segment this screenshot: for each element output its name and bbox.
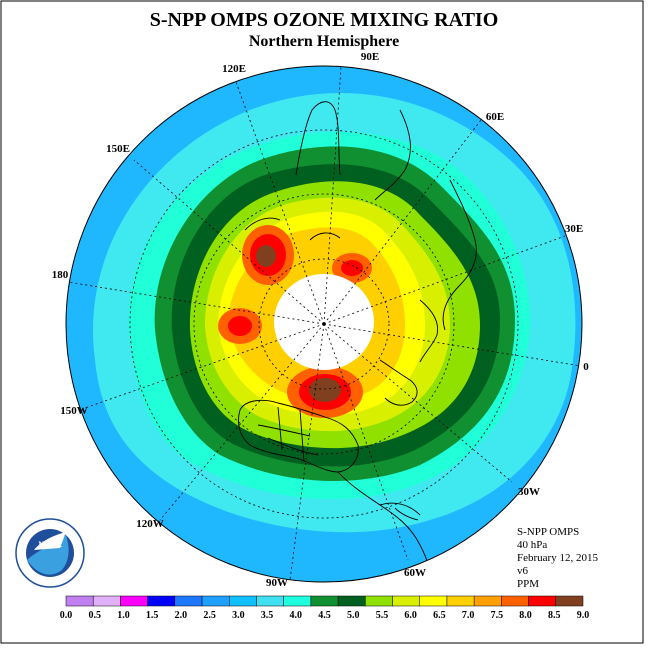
meridian-150w — [84, 323, 325, 409]
caribbean-outline — [379, 502, 421, 521]
ozone-peak-east-asia — [256, 245, 276, 267]
colorbar-tick-label: 2.0 — [175, 610, 188, 621]
colorbar-tick-label: 4.0 — [290, 610, 303, 621]
lon-label-120w: 120W — [136, 518, 164, 530]
colorbar-tick-label: 1.0 — [117, 610, 130, 621]
meridian-0 — [323, 323, 582, 367]
india-outline — [374, 109, 411, 201]
lon-label-30w: 30W — [518, 486, 540, 498]
colorbar-swatch — [256, 595, 284, 607]
colorbar-swatch — [65, 595, 94, 607]
lon-label-0: 0 — [583, 361, 589, 373]
colorbar-tick-label: 5.5 — [376, 610, 389, 621]
info-version: v6 — [517, 565, 529, 577]
colorbar-swatch — [201, 595, 230, 607]
state-borders — [257, 406, 319, 463]
colorbar-swatch — [120, 595, 148, 607]
meridian-90w — [289, 323, 325, 581]
colorbar-tick-label: 1.5 — [146, 610, 159, 621]
noaa-logo: NOAA — [15, 518, 85, 588]
meridian-30w — [323, 323, 513, 483]
colorbar-swatch — [501, 595, 529, 607]
info-units: PPM — [517, 578, 539, 590]
colorbar-swatch — [555, 595, 584, 607]
colorbar-tick-label: 0.5 — [88, 610, 101, 621]
graticule — [67, 66, 582, 581]
colorbar-swatch — [147, 595, 176, 607]
colorbar-tick-label: 4.5 — [318, 610, 331, 621]
colorbar-tick-label: 0.0 — [60, 610, 73, 621]
ozone-peak-canada — [309, 378, 341, 402]
colorbar-swatch — [283, 595, 312, 607]
coastlines — [238, 101, 477, 582]
colorbar-tick-label: 7.0 — [462, 610, 475, 621]
colorbar-swatch — [337, 595, 366, 607]
info-block: S-NPP OMPS 40 hPa February 12, 2015 v6 P… — [517, 526, 598, 590]
meridian-150e — [133, 159, 325, 325]
map-title: S-NPP OMPS OZONE MIXING RATIO — [150, 9, 499, 31]
north-america-outline — [238, 399, 359, 473]
polar-map — [66, 66, 582, 582]
colorbar-swatch — [365, 595, 393, 607]
colorbar-tick-label: 5.0 — [347, 610, 360, 621]
colorbar-swatch — [229, 595, 257, 607]
colorbar-tick-label: 2.5 — [203, 610, 216, 621]
colorbar-tick-label: 6.0 — [404, 610, 417, 621]
lon-label-90e: 90E — [361, 51, 379, 63]
colorbar-swatch — [419, 595, 448, 607]
colorbar-swatch — [174, 595, 203, 607]
europe-outline — [419, 299, 439, 363]
noaa-logo-bird — [34, 532, 66, 550]
lon-label-90w: 90W — [266, 577, 288, 589]
lon-label-60w: 60W — [404, 567, 426, 579]
colorbar-swatch — [92, 595, 121, 607]
colorbar-tick-label: 7.5 — [491, 610, 504, 621]
lon-label-120e: 120E — [222, 63, 246, 75]
map-subtitle: Northern Hemisphere — [249, 33, 399, 50]
info-level: 40 hPa — [517, 539, 547, 551]
colorbar-tick-label: 8.5 — [548, 610, 561, 621]
lon-label-180: 180 — [52, 269, 69, 281]
colorbar-tick-label: 3.0 — [232, 610, 245, 621]
latitude-circle-70 — [258, 258, 390, 390]
latitude-circle-50 — [193, 193, 455, 455]
lon-label-150e: 150E — [106, 143, 130, 155]
colorbar-tick-label: 3.5 — [261, 610, 274, 621]
colorbar-tick-label: 6.5 — [433, 610, 446, 621]
africa-europe-outline — [442, 179, 477, 331]
asia-coast-outline — [244, 217, 341, 241]
colorbar-tick-label: 8.0 — [519, 610, 532, 621]
colorbar-swatch — [528, 595, 557, 607]
meridian-60w — [323, 323, 409, 561]
noaa-logo-text: NOAA — [38, 540, 62, 549]
colorbar-tick-label: 9.0 — [577, 610, 590, 621]
ozone-core-siberia — [341, 260, 363, 276]
colorbar-swatch — [446, 595, 475, 607]
colorbar: 0.0 0.5 1.0 1.5 2.0 2.5 3.0 3.5 4.0 4.5 5.0 5.5 6.0 6… — [60, 595, 590, 621]
colorbar-swatch — [473, 595, 502, 607]
colorbar-swatch — [310, 595, 339, 607]
ozone-core-pacific — [228, 316, 252, 336]
greenland-outline — [379, 359, 418, 406]
southeast-asia-outline — [295, 101, 341, 176]
longitude-labels: 90E 60E 30E 0 30W 60W 90W 120W 150W 180 … — [52, 51, 590, 589]
map-outline — [65, 65, 583, 583]
lon-label-60e: 60E — [486, 111, 504, 123]
lon-label-150w: 150W — [60, 405, 88, 417]
latitude-circle-30 — [129, 129, 519, 519]
colorbar-swatch — [392, 595, 420, 607]
lon-label-30e: 30E — [565, 223, 583, 235]
meridian-180 — [67, 281, 325, 325]
info-date: February 12, 2015 — [517, 552, 598, 564]
info-instrument: S-NPP OMPS — [517, 526, 579, 538]
